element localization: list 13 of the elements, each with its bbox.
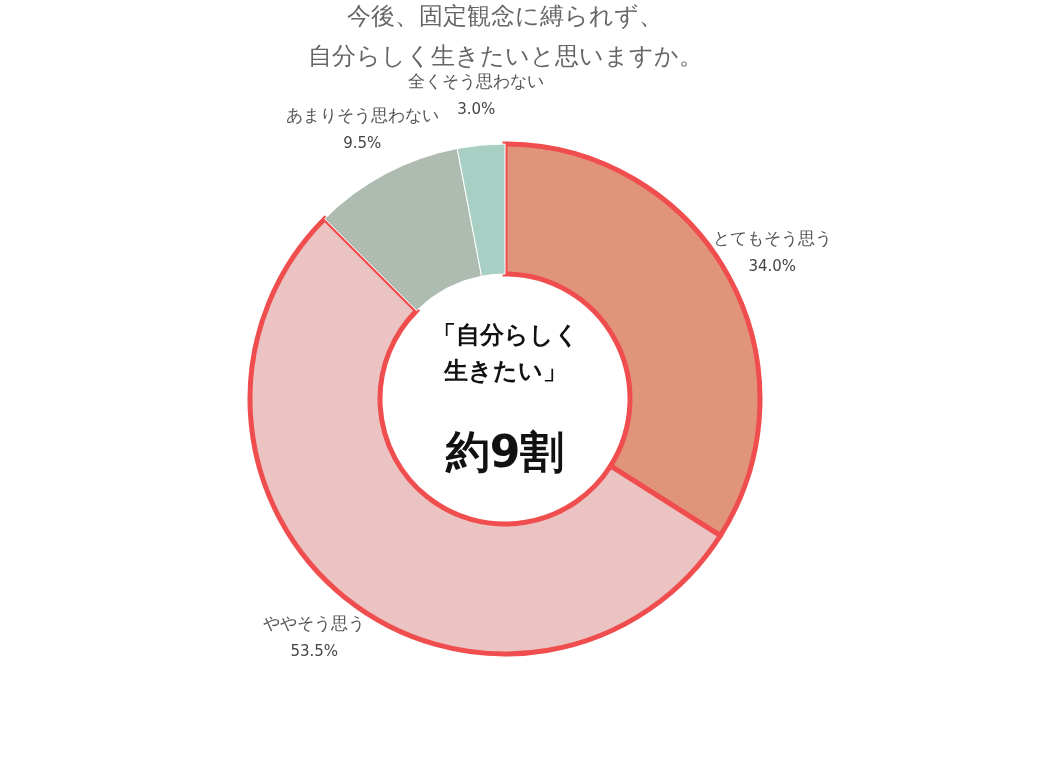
data-label: 34.0%: [748, 257, 797, 276]
text: 今後、固定観念に縛られず、: [347, 2, 663, 31]
text: 自分らしく生きたいと思いますか。: [307, 42, 703, 71]
text: 「自分らしく: [431, 321, 579, 349]
data-label: 53.5%: [290, 642, 339, 661]
text: 生きたい」: [442, 357, 567, 385]
text: 約9割: [444, 426, 565, 477]
slice-label: 全くそう思わない: [408, 71, 545, 92]
slice-label: とてもそう思う: [712, 228, 832, 249]
data-label: 3.0%: [457, 100, 496, 119]
slice-label: ややそう思う: [263, 613, 366, 634]
slice-label: あまりそう思わない: [285, 105, 439, 126]
data-label: 9.5%: [343, 134, 382, 153]
